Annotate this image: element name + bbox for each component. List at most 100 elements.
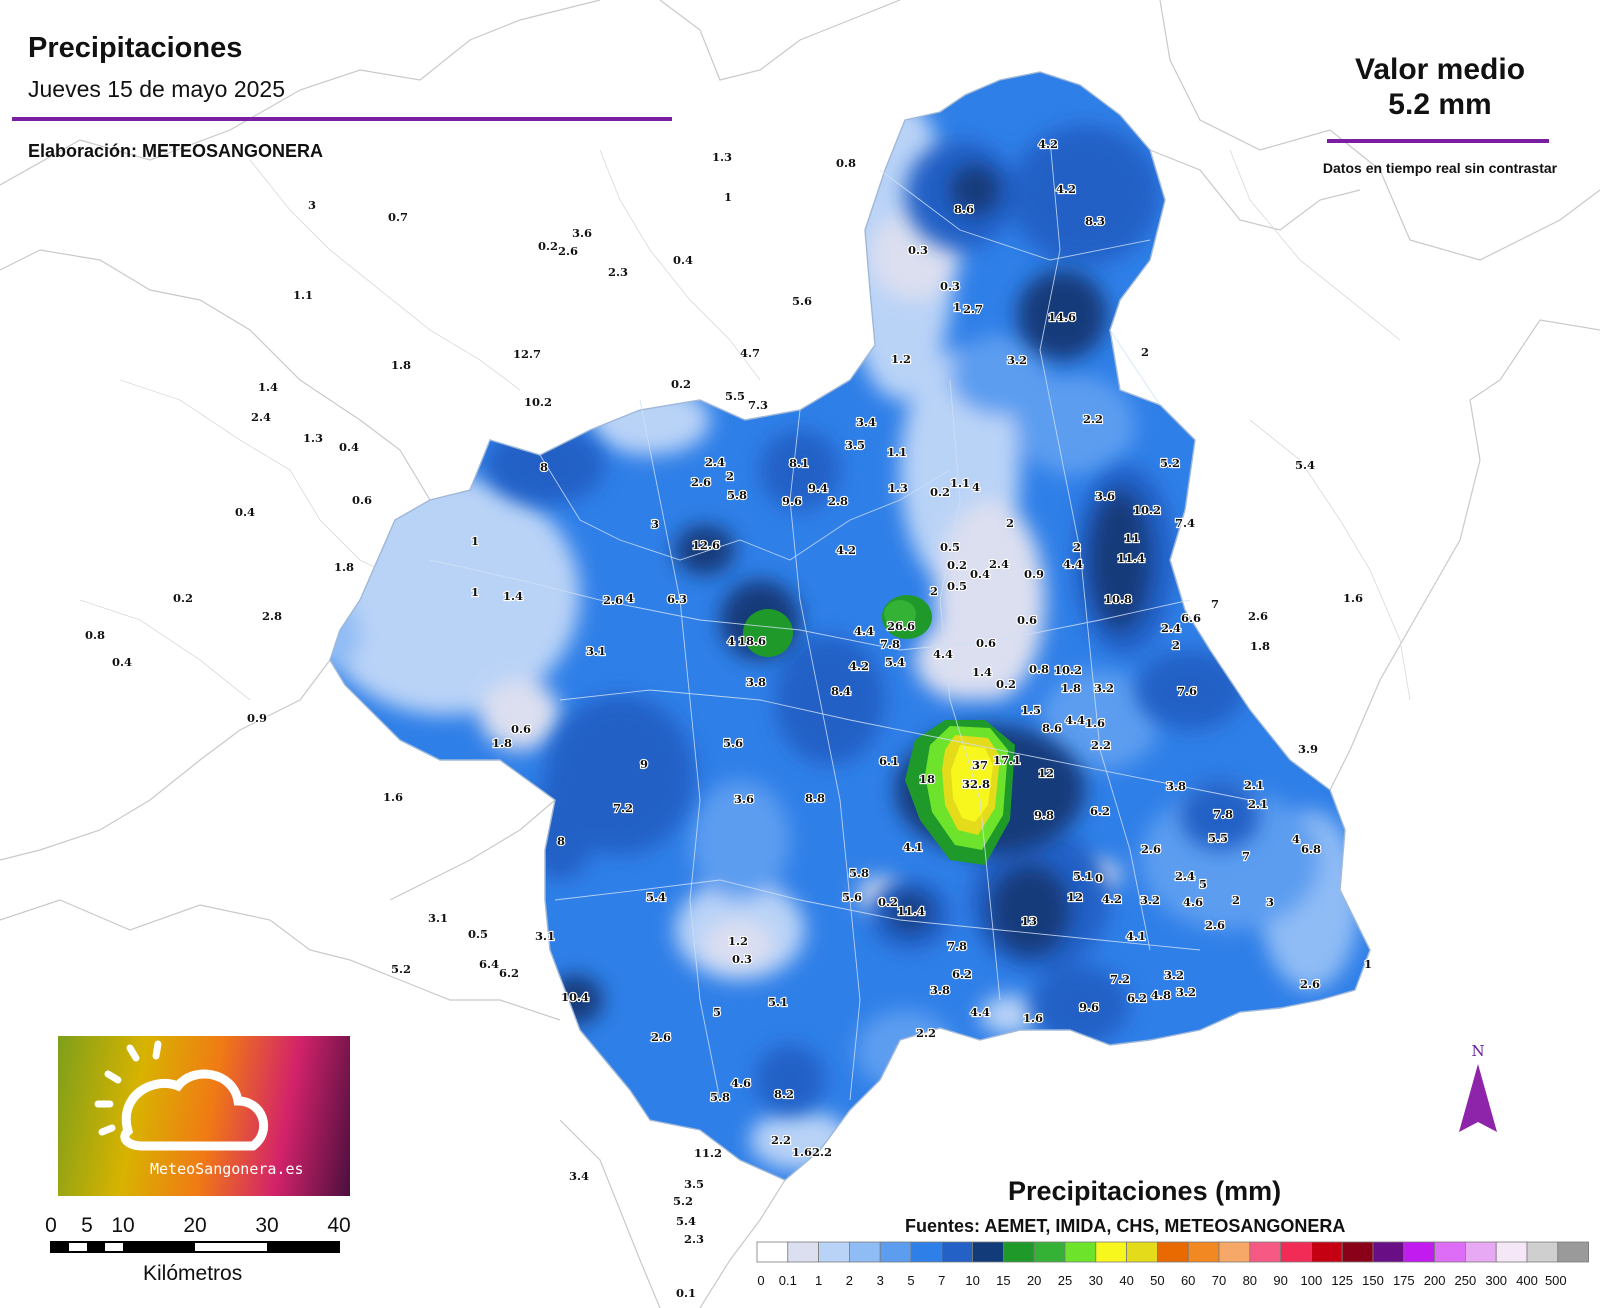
legend-swatch — [787, 1241, 819, 1263]
station-value: 1.8 — [1061, 681, 1081, 695]
station-value: 1.1 — [293, 288, 313, 302]
station-value: 0.8 — [85, 628, 105, 642]
mean-value: 5.2 mm — [1388, 88, 1492, 121]
station-value: 0.7 — [388, 210, 408, 224]
station-value: 5.6 — [792, 294, 812, 308]
legend-swatch — [1095, 1241, 1127, 1263]
station-value: 0.8 — [836, 156, 856, 170]
station-value: 17.1 — [993, 753, 1021, 767]
station-value: 0.9 — [247, 711, 267, 725]
station-value: 1.6 — [1023, 1011, 1043, 1025]
station-value: 4.4 — [1065, 713, 1085, 727]
station-value: 6.8 — [1301, 842, 1321, 856]
legend-label: 30 — [1089, 1273, 1103, 1288]
station-value: 2.6 — [651, 1030, 671, 1044]
station-value: 8.6 — [1042, 721, 1062, 735]
station-value: 6.2 — [1127, 991, 1147, 1005]
station-value: 3.2 — [1140, 893, 1160, 907]
station-value: 4.4 — [1063, 557, 1083, 571]
legend-swatch — [1218, 1241, 1251, 1263]
legend-swatch — [1495, 1241, 1528, 1263]
station-value: 10.4 — [561, 990, 589, 1004]
station-value: 7.8 — [947, 939, 967, 953]
station-value: 7.8 — [880, 637, 900, 651]
legend-label: 40 — [1119, 1273, 1133, 1288]
station-value: 4.2 — [1102, 892, 1122, 906]
station-value: 1.8 — [334, 560, 354, 574]
station-value: 1.4 — [503, 589, 523, 603]
station-value: 1 — [724, 190, 732, 204]
station-value: 3.6 — [572, 226, 592, 240]
station-value: 5.4 — [676, 1214, 696, 1228]
station-value: 2.4 — [1175, 869, 1195, 883]
station-value: 2 — [1006, 516, 1014, 530]
station-value: 3 — [651, 517, 659, 531]
legend-label: 80 — [1243, 1273, 1257, 1288]
station-value: 4.1 — [903, 840, 923, 854]
station-value: 4.4 — [933, 647, 953, 661]
station-value: 8.3 — [1085, 214, 1105, 228]
station-value: 26.6 — [887, 619, 915, 633]
north-arrow: N — [1459, 1042, 1497, 1132]
station-value: 6.2 — [952, 967, 972, 981]
legend-label: 400 — [1516, 1273, 1538, 1288]
station-value: 6.1 — [879, 754, 899, 768]
legend-swatch — [1434, 1241, 1466, 1263]
station-value: 4.2 — [836, 543, 856, 557]
station-value: 6.2 — [1090, 804, 1110, 818]
station-value: 1 — [471, 534, 479, 548]
station-value: 11.4 — [897, 904, 925, 918]
legend-label: 1 — [815, 1273, 822, 1288]
legend-label: 100 — [1301, 1273, 1323, 1288]
station-value: 5.4 — [646, 890, 666, 904]
station-value: 11.4 — [1117, 551, 1145, 565]
legend-label: 300 — [1485, 1273, 1507, 1288]
north-arrow-icon — [1459, 1064, 1497, 1132]
scale-tick: 40 — [327, 1214, 350, 1237]
station-value: 10.2 — [524, 395, 552, 409]
station-value: 4.1 — [1126, 929, 1146, 943]
station-value: 6.4 — [479, 957, 499, 971]
legend-swatch — [1033, 1241, 1066, 1263]
color-legend: 0 0.1 1 2 3 5 7 10 15 20 25 30 40 50 60 70 80 90 100 125 150… — [756, 1241, 1589, 1288]
station-value: 5.5 — [1208, 831, 1228, 845]
scale-tick: 20 — [183, 1214, 206, 1237]
station-value: 2 — [1232, 893, 1240, 907]
station-value: 2 — [1141, 345, 1149, 359]
station-value: 2.2 — [812, 1145, 832, 1159]
station-value: 3.4 — [569, 1169, 589, 1183]
station-value: 3 — [1266, 895, 1274, 909]
station-value: 32.8 — [962, 777, 990, 791]
station-value: 2.8 — [828, 494, 848, 508]
station-value: 1.2 — [728, 934, 748, 948]
station-value: 2.1 — [1248, 797, 1268, 811]
mean-label: Valor medio — [1354, 53, 1526, 86]
station-value: 0.6 — [976, 636, 996, 650]
station-value: 9 — [640, 757, 648, 771]
station-value: 3.8 — [746, 675, 766, 689]
station-value: 0.4 — [970, 567, 990, 581]
legend-label: 7 — [938, 1273, 945, 1288]
station-value: 2 — [1172, 638, 1180, 652]
station-value: 0.5 — [468, 927, 488, 941]
legend-label: 175 — [1393, 1273, 1415, 1288]
legend-label: 0.1 — [779, 1273, 797, 1288]
station-value: 0.4 — [339, 440, 359, 454]
station-value: 6.6 — [1181, 611, 1201, 625]
station-value: 7.8 — [1213, 807, 1233, 821]
station-value: 4.6 — [731, 1076, 751, 1090]
legend-swatch — [1187, 1241, 1220, 1263]
legend-label: 25 — [1058, 1273, 1072, 1288]
station-value: 11.2 — [694, 1146, 722, 1160]
scale-tick: 30 — [255, 1214, 278, 1237]
station-value: 7.4 — [1175, 516, 1195, 530]
station-value: 3.8 — [1166, 779, 1186, 793]
station-value: 5.2 — [391, 962, 411, 976]
station-value: 1.4 — [972, 665, 992, 679]
station-value: 1.1 — [887, 445, 907, 459]
realtime-note: Datos en tiempo real sin contrastar — [1322, 160, 1558, 176]
legend-swatch — [756, 1241, 789, 1263]
station-value: 9.8 — [1034, 808, 1054, 822]
legend-label: 20 — [1027, 1273, 1041, 1288]
